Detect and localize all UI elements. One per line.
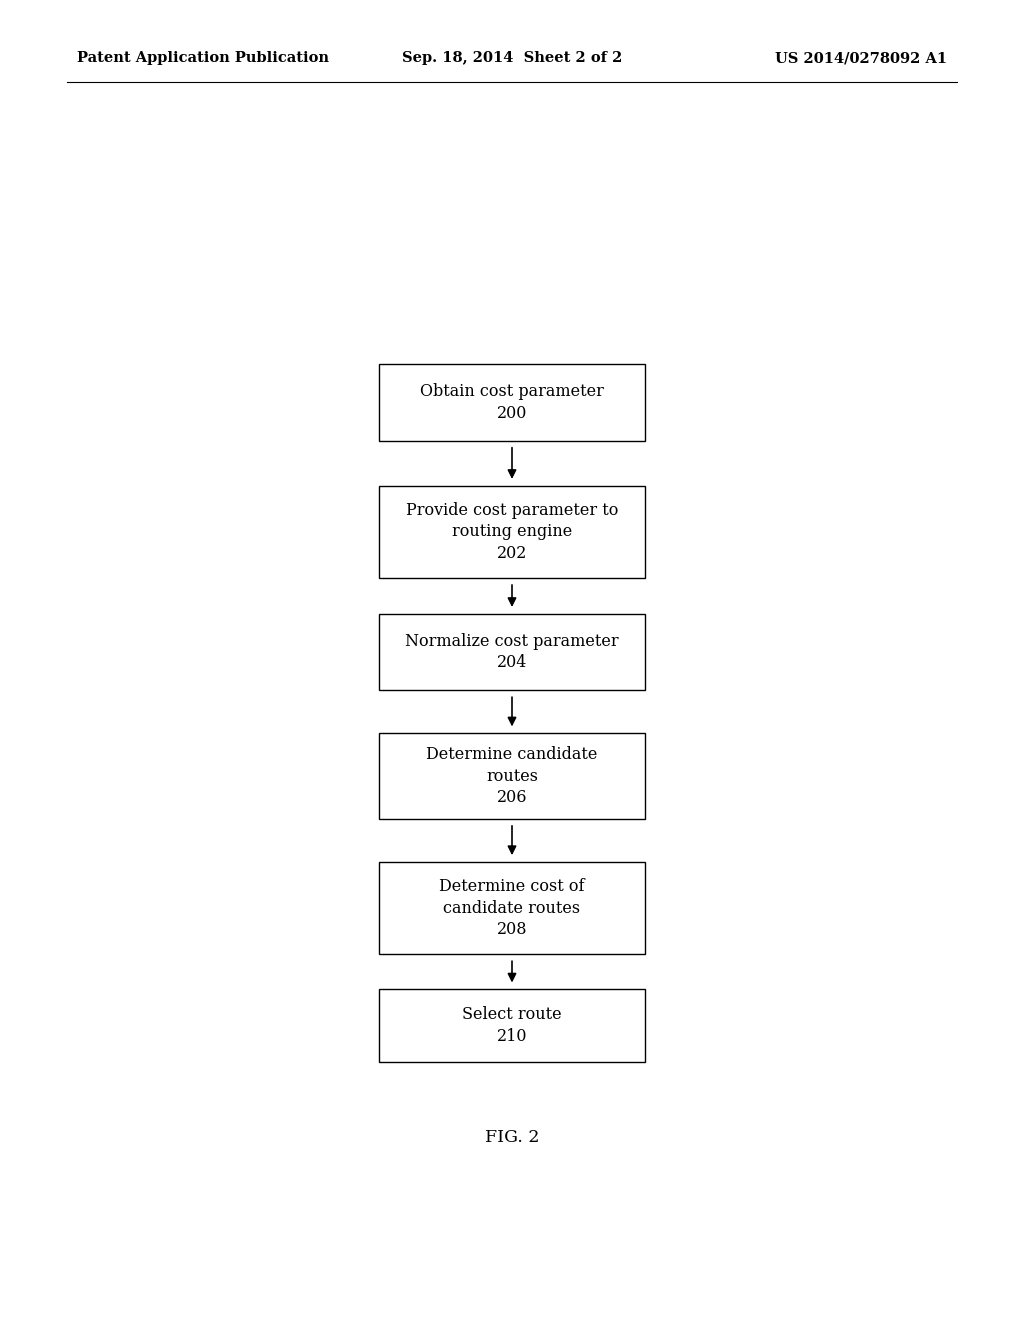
Text: Patent Application Publication: Patent Application Publication <box>77 51 329 65</box>
Text: FIG. 2: FIG. 2 <box>484 1130 540 1146</box>
FancyBboxPatch shape <box>379 734 645 818</box>
Text: Provide cost parameter to
routing engine
202: Provide cost parameter to routing engine… <box>406 502 618 562</box>
Text: Sep. 18, 2014  Sheet 2 of 2: Sep. 18, 2014 Sheet 2 of 2 <box>401 51 623 65</box>
Text: Normalize cost parameter
204: Normalize cost parameter 204 <box>406 632 618 672</box>
FancyBboxPatch shape <box>379 364 645 441</box>
Text: Determine candidate
routes
206: Determine candidate routes 206 <box>426 746 598 807</box>
Text: Determine cost of
candidate routes
208: Determine cost of candidate routes 208 <box>439 878 585 939</box>
Text: Obtain cost parameter
200: Obtain cost parameter 200 <box>420 383 604 422</box>
Text: Select route
210: Select route 210 <box>462 1006 562 1045</box>
Text: US 2014/0278092 A1: US 2014/0278092 A1 <box>775 51 947 65</box>
FancyBboxPatch shape <box>379 990 645 1061</box>
FancyBboxPatch shape <box>379 486 645 578</box>
FancyBboxPatch shape <box>379 614 645 690</box>
FancyBboxPatch shape <box>379 862 645 954</box>
